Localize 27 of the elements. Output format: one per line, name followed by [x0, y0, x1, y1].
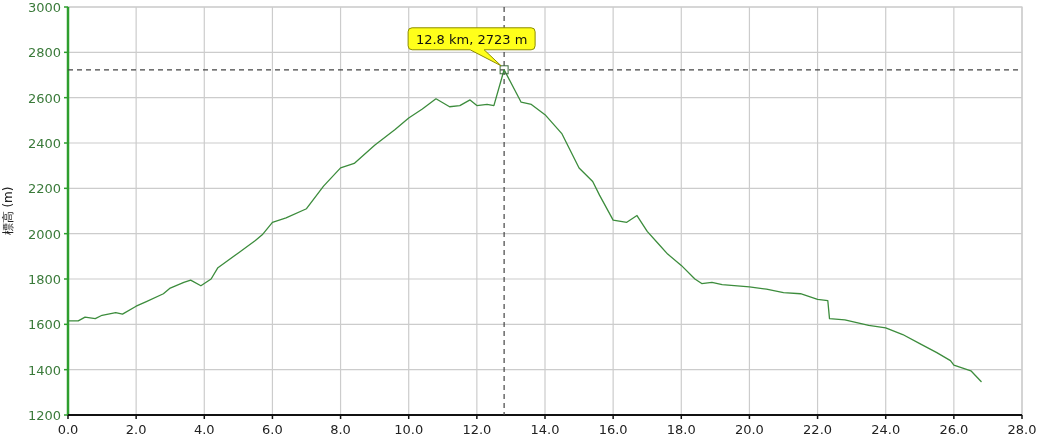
x-tick-label: 22.0: [803, 422, 833, 437]
x-tick-label: 26.0: [939, 422, 969, 437]
x-tick-label: 8.0: [330, 422, 351, 437]
y-tick-label: 2400: [27, 136, 61, 151]
annotation: 12.8 km, 2723 m: [415, 31, 528, 47]
x-tick-label: 0.0: [57, 422, 79, 437]
x-tick-label: 16.0: [598, 422, 628, 437]
x-tick-label: 6.0: [262, 422, 283, 437]
y-tick-label: 1400: [27, 362, 61, 378]
x-tick-label: 14.0: [530, 422, 560, 437]
y-tick-label: 2800: [27, 45, 61, 61]
x-tick-label: 2.0: [125, 422, 147, 437]
y-axis-title: 標高 (m): [1, 186, 15, 236]
y-tick-label: 1600: [27, 317, 61, 333]
y-tick-label: 1800: [27, 272, 61, 287]
x-tick-label: 24.0: [871, 422, 901, 437]
x-tick-label: 10.0: [394, 422, 424, 437]
x-tick-label: 28.0: [1007, 422, 1037, 437]
x-tick-label: 18.0: [666, 422, 696, 437]
y-tick-label: 2000: [27, 226, 61, 242]
x-tick-label: 12.0: [462, 422, 492, 437]
y-tick-label: 2600: [27, 90, 61, 106]
x-tick-label: 4.0: [193, 422, 215, 437]
x-tick-label: 20.0: [734, 422, 764, 437]
y-tick-label: 3000: [27, 0, 61, 15]
y-tick-label: 2200: [27, 181, 61, 197]
y-tick-label: 1200: [27, 408, 61, 423]
